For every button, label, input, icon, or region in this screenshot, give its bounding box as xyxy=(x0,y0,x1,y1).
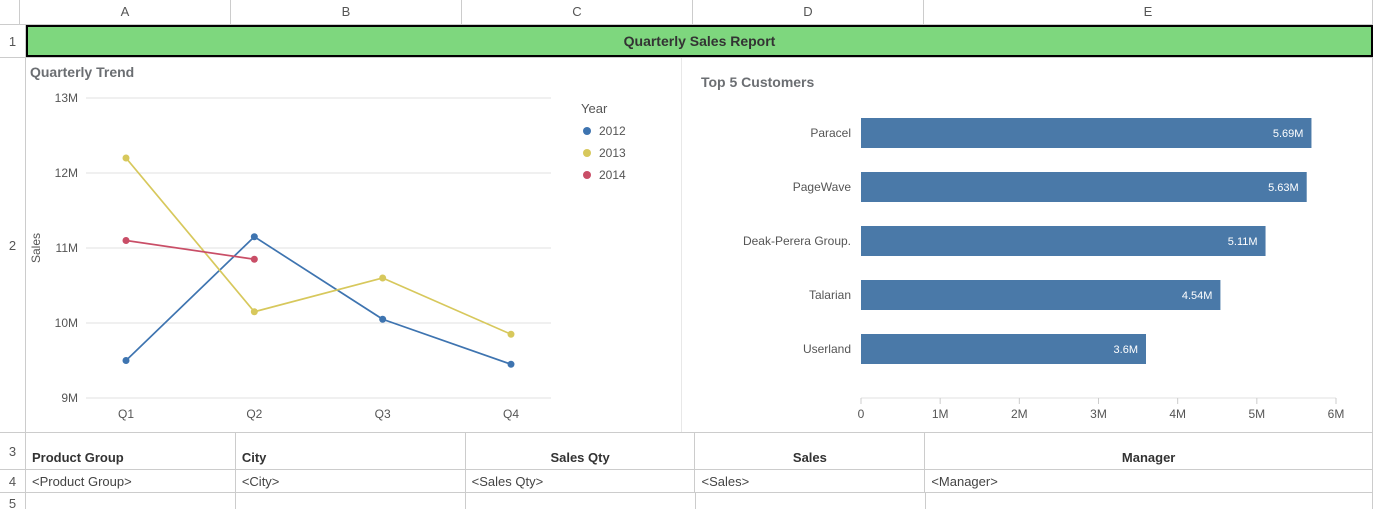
svg-text:3.6M: 3.6M xyxy=(1114,344,1138,356)
data-cell-E[interactable]: <Manager> xyxy=(925,470,1373,492)
svg-text:Paracel: Paracel xyxy=(810,126,851,140)
svg-text:10M: 10M xyxy=(55,316,78,330)
svg-text:4M: 4M xyxy=(1169,407,1186,421)
column-headers: ABCDE xyxy=(0,0,1373,25)
data-cell-A[interactable]: <Product Group> xyxy=(26,470,236,492)
svg-text:2M: 2M xyxy=(1011,407,1028,421)
row-header-5[interactable]: 5 xyxy=(0,493,26,509)
svg-text:5M: 5M xyxy=(1248,407,1265,421)
svg-text:2014: 2014 xyxy=(599,168,626,182)
data-cell-D[interactable]: <Sales> xyxy=(695,470,925,492)
row-header-2[interactable]: 2 xyxy=(0,58,26,432)
svg-text:1M: 1M xyxy=(932,407,949,421)
svg-text:11M: 11M xyxy=(56,241,78,255)
header-cell-C[interactable]: Sales Qty xyxy=(466,433,696,469)
row-header-1[interactable]: 1 xyxy=(0,25,26,57)
empty-cell-C[interactable] xyxy=(466,493,696,509)
svg-text:5.11M: 5.11M xyxy=(1228,236,1258,248)
column-header-E[interactable]: E xyxy=(924,0,1373,24)
svg-text:9M: 9M xyxy=(61,391,78,405)
svg-text:Year: Year xyxy=(581,101,608,116)
svg-text:2012: 2012 xyxy=(599,124,626,138)
empty-cell-B[interactable] xyxy=(236,493,466,509)
column-header-D[interactable]: D xyxy=(693,0,924,24)
line-chart: 9M 10M 11M 12M 13M Q1 Q2 Q3 Q4 Sales Year 2012 2013 2… xyxy=(26,78,671,432)
svg-text:6M: 6M xyxy=(1328,407,1345,421)
header-cell-D[interactable]: Sales xyxy=(695,433,925,469)
svg-text:Sales: Sales xyxy=(29,233,43,263)
report-title-cell[interactable]: Quarterly Sales Report xyxy=(26,25,1373,57)
data-cell-B[interactable]: <City> xyxy=(236,470,466,492)
svg-text:12M: 12M xyxy=(55,166,78,180)
header-cell-E[interactable]: Manager xyxy=(925,433,1373,469)
svg-text:2013: 2013 xyxy=(599,146,626,160)
svg-text:Userland: Userland xyxy=(803,342,851,356)
svg-text:Deak-Perera Group.: Deak-Perera Group. xyxy=(743,234,851,248)
header-cell-A[interactable]: Product Group xyxy=(26,433,236,469)
svg-text:Q3: Q3 xyxy=(375,407,391,421)
svg-text:Q4: Q4 xyxy=(503,407,519,421)
bar-chart: 0 1M 2M 3M 4M 5M 6M Paracel 5.69M PageWave 5.63M De… xyxy=(691,78,1351,432)
svg-text:3M: 3M xyxy=(1090,407,1107,421)
svg-text:Talarian: Talarian xyxy=(809,288,851,302)
row-header-3[interactable]: 3 xyxy=(0,433,26,469)
column-header-A[interactable]: A xyxy=(20,0,231,24)
svg-text:0: 0 xyxy=(858,407,865,421)
empty-cell-D[interactable] xyxy=(696,493,926,509)
corner-cell[interactable] xyxy=(0,0,20,24)
svg-text:4.54M: 4.54M xyxy=(1182,290,1213,302)
empty-cell-A[interactable] xyxy=(26,493,236,509)
spreadsheet: ABCDE 1Quarterly Sales Report2Quarterly … xyxy=(0,0,1373,509)
svg-text:PageWave: PageWave xyxy=(793,180,852,194)
empty-cell-E[interactable] xyxy=(926,493,1373,509)
svg-text:5.69M: 5.69M xyxy=(1273,128,1304,140)
header-cell-B[interactable]: City xyxy=(236,433,466,469)
svg-text:Q1: Q1 xyxy=(118,407,134,421)
svg-text:13M: 13M xyxy=(55,91,78,105)
column-header-B[interactable]: B xyxy=(231,0,462,24)
svg-text:5.63M: 5.63M xyxy=(1268,182,1299,194)
column-header-C[interactable]: C xyxy=(462,0,693,24)
svg-text:Q2: Q2 xyxy=(246,407,262,421)
charts-cell[interactable]: Quarterly Trend9M10M11M12M13MQ1Q2Q3Q4Sal… xyxy=(26,58,1373,432)
chart-divider xyxy=(681,58,682,432)
row-header-4[interactable]: 4 xyxy=(0,470,26,492)
data-cell-C[interactable]: <Sales Qty> xyxy=(466,470,696,492)
